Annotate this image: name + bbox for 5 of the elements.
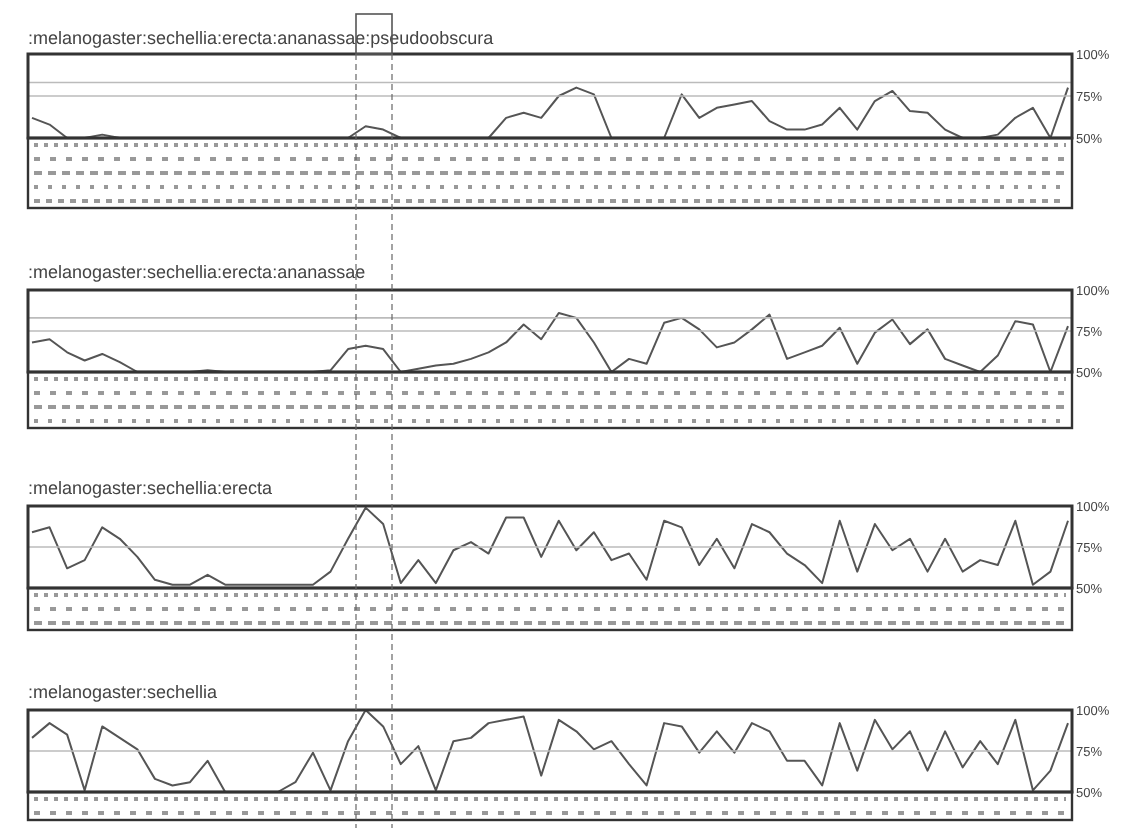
- chart-title: :melanogaster:sechellia: [28, 682, 218, 702]
- line-series: [31, 709, 1069, 793]
- chart-title: :melanogaster:sechellia:erecta: [28, 478, 273, 498]
- line-series: [31, 506, 1069, 586]
- chart-title: :melanogaster:sechellia:erecta:ananassae: [28, 262, 366, 282]
